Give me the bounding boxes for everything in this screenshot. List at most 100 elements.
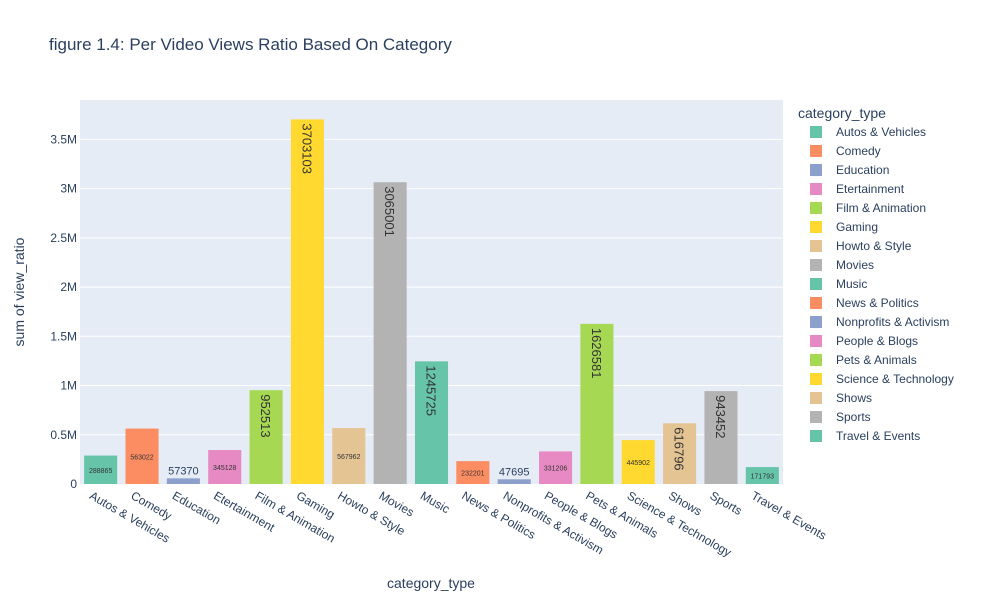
legend-swatch (810, 183, 822, 195)
bars (84, 119, 779, 485)
bar-music[interactable] (414, 361, 449, 484)
x-tick-label: Travel & Events (749, 488, 829, 542)
bar-value-label: 952513 (258, 394, 273, 437)
legend-swatch (810, 392, 822, 404)
legend-label: Howto & Style (836, 239, 912, 253)
legend-item-music[interactable]: Music (810, 277, 867, 291)
y-tick-label: 3.5M (50, 132, 77, 146)
bar-gaming[interactable] (290, 119, 324, 484)
legend-label: People & Blogs (836, 334, 918, 348)
legend-label: Autos & Vehicles (836, 125, 926, 139)
legend-swatch (810, 316, 822, 328)
bar-value-label: 171793 (751, 474, 774, 481)
bar-howto-style[interactable] (332, 428, 366, 484)
bar-value-label: 567962 (337, 454, 360, 461)
legend[interactable]: Autos & Vehicles Comedy Education Etertainm… (810, 125, 954, 443)
legend-label: Pets & Animals (836, 353, 917, 367)
y-tick-label: 0 (70, 477, 77, 491)
bar-autos-vehicles[interactable] (84, 455, 118, 484)
legend-swatch (810, 411, 822, 423)
y-tick-label: 3M (60, 182, 77, 196)
legend-label: News & Politics (836, 296, 919, 310)
legend-item-etertainment[interactable]: Etertainment (810, 182, 905, 196)
legend-swatch (810, 145, 822, 157)
legend-item-people-blogs[interactable]: People & Blogs (810, 334, 918, 348)
bar-value-label: 563022 (130, 454, 153, 461)
y-tick-label: 2M (60, 280, 77, 294)
bar-value-label: 3703103 (299, 123, 314, 174)
bar-etertainment[interactable] (208, 450, 242, 484)
bar-education[interactable] (166, 478, 200, 484)
legend-swatch (810, 240, 822, 252)
legend-label: Shows (836, 391, 872, 405)
y-tick-label: 2.5M (50, 231, 77, 245)
bar-value-label: 3065001 (382, 186, 397, 237)
y-axis-ticks: 0 0.5M 1M 1.5M 2M 2.5M 3M 3.5M (50, 132, 77, 491)
x-tick-label: Music (418, 488, 452, 516)
legend-swatch (810, 202, 822, 214)
legend-item-travel-events[interactable]: Travel & Events (810, 429, 920, 443)
legend-swatch (810, 335, 822, 347)
y-axis-title: sum of view_ratio (11, 237, 27, 346)
chart-title: figure 1.4: Per Video Views Ratio Based … (49, 35, 452, 54)
legend-item-sports[interactable]: Sports (810, 410, 871, 424)
bar-people-blogs[interactable] (539, 451, 573, 484)
legend-swatch (810, 278, 822, 290)
bar-value-label: 288865 (89, 468, 112, 475)
bar-pets-animals[interactable] (580, 323, 614, 484)
bar-shows[interactable] (663, 423, 697, 484)
bar-value-label: 57370 (168, 465, 199, 477)
bar-news-politics[interactable] (456, 461, 490, 484)
legend-item-autos-vehicles[interactable]: Autos & Vehicles (810, 125, 926, 139)
legend-item-shows[interactable]: Shows (810, 391, 872, 405)
legend-item-film-animation[interactable]: Film & Animation (810, 201, 926, 215)
bar-sports[interactable] (704, 391, 738, 484)
legend-label: Sports (836, 410, 871, 424)
legend-item-nonprofits-activism[interactable]: Nonprofits & Activism (810, 315, 949, 329)
y-tick-label: 1M (60, 379, 77, 393)
legend-title: category_type (798, 105, 886, 121)
y-tick-label: 0.5M (50, 428, 77, 442)
legend-swatch (810, 297, 822, 309)
bar-value-label: 232201 (461, 471, 484, 478)
x-axis-title: category_type (387, 575, 475, 591)
legend-label: Music (836, 277, 867, 291)
legend-swatch (810, 221, 822, 233)
bar-value-label: 331206 (544, 466, 567, 473)
legend-label: Comedy (836, 144, 881, 158)
bar-value-label: 943452 (713, 395, 728, 438)
bar-value-label: 616796 (672, 427, 687, 470)
bar-nonprofits-activism[interactable] (497, 479, 531, 484)
legend-label: Movies (836, 258, 874, 272)
legend-item-comedy[interactable]: Comedy (810, 144, 881, 158)
legend-swatch (810, 126, 822, 138)
bar-value-label: 1245725 (424, 365, 439, 416)
legend-item-news-politics[interactable]: News & Politics (810, 296, 919, 310)
legend-swatch (810, 354, 822, 366)
legend-item-pets-animals[interactable]: Pets & Animals (810, 353, 917, 367)
legend-swatch (810, 259, 822, 271)
legend-item-howto-style[interactable]: Howto & Style (810, 239, 912, 253)
legend-label: Education (836, 163, 889, 177)
bar-comedy[interactable] (125, 428, 159, 484)
bar-travel-events[interactable] (745, 467, 779, 484)
legend-label: Gaming (836, 220, 878, 234)
bar-science-technology[interactable] (621, 440, 655, 484)
legend-label: Film & Animation (836, 201, 926, 215)
bar-film-animation[interactable] (249, 390, 283, 484)
legend-item-gaming[interactable]: Gaming (810, 220, 878, 234)
legend-label: Science & Technology (836, 372, 954, 386)
legend-swatch (810, 373, 822, 385)
legend-label: Etertainment (836, 182, 905, 196)
bar-value-label: 47695 (499, 466, 530, 478)
legend-swatch (810, 164, 822, 176)
bar-value-label: 445902 (627, 460, 650, 467)
bar-movies[interactable] (373, 182, 407, 485)
legend-item-movies[interactable]: Movies (810, 258, 874, 272)
legend-label: Nonprofits & Activism (836, 315, 949, 329)
bar-value-label: 345128 (213, 465, 236, 472)
legend-item-science-technology[interactable]: Science & Technology (810, 372, 954, 386)
legend-label: Travel & Events (836, 429, 920, 443)
bar-value-label: 1626581 (589, 328, 604, 379)
legend-item-education[interactable]: Education (810, 163, 889, 177)
